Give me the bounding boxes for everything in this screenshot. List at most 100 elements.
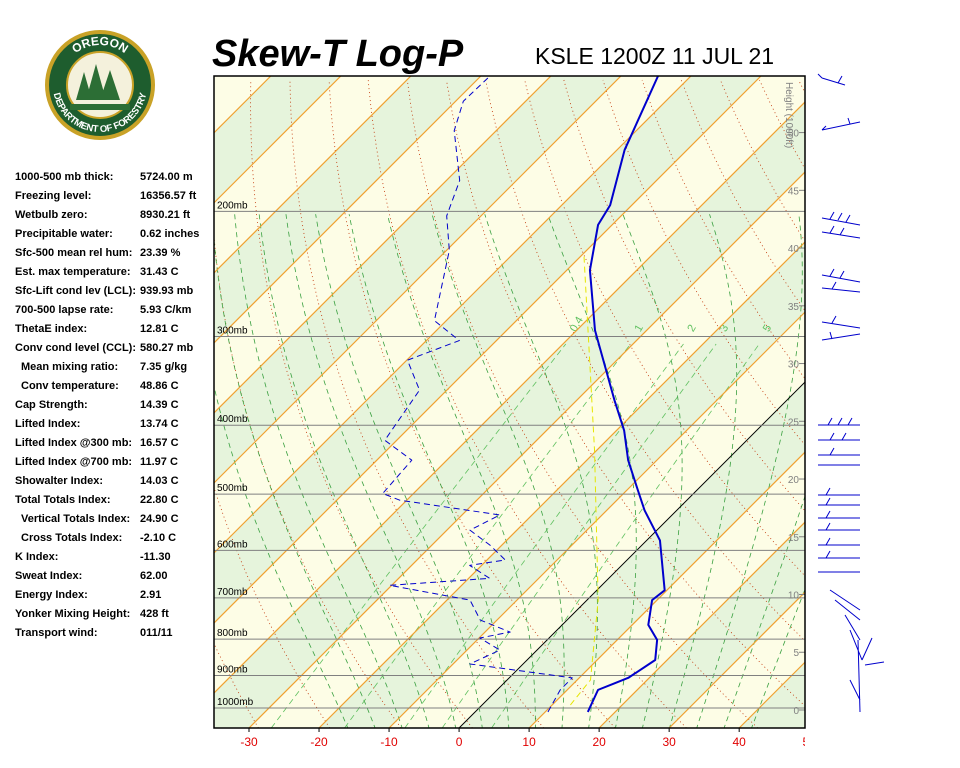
y-tick-label: 1000mb [217, 697, 254, 708]
moist-adiabat [214, 384, 349, 728]
stat-label: 700-500 lapse rate: [15, 304, 113, 316]
moist-adiabat [622, 214, 683, 728]
stat-label: Freezing level: [15, 190, 91, 202]
stat-value: -2.10 C [140, 532, 176, 544]
stat-value: 7.35 g/kg [140, 361, 187, 373]
stat-value: 12.81 C [140, 323, 179, 335]
isotherm [528, 451, 805, 728]
stat-value: 2.91 [140, 589, 161, 601]
mixing-ratio-line [404, 343, 684, 728]
dry-adiabat [367, 79, 687, 728]
moist-adiabat [484, 214, 598, 728]
stat-label: Showalter Index: [15, 475, 103, 487]
stat-value: 580.27 mb [140, 342, 193, 354]
stat-value: 5724.00 m [140, 171, 193, 183]
x-tick-label: 40 [732, 735, 746, 749]
mixing-ratio-label: 5 [761, 323, 774, 334]
stat-label: Sfc-Lift cond lev (LCL): [15, 285, 136, 297]
x-tick-label: -10 [380, 735, 398, 749]
wind-barb [821, 117, 861, 131]
stat-label: Conv cond level (CCL): [15, 342, 136, 354]
sounding-line [586, 76, 666, 713]
stat-value: 24.90 C [140, 513, 179, 525]
x-tick-label: 0 [456, 735, 463, 749]
stat-label: ThetaE index: [15, 323, 87, 335]
y-tick-label: 700mb [217, 587, 248, 598]
stat-label: Mean mixing ratio: [21, 361, 118, 373]
isotherm [598, 521, 805, 728]
dry-adiabat [798, 79, 805, 94]
y2-axis-label: Height (1000ft) [783, 82, 794, 148]
isotherm [809, 76, 960, 728]
logo-top-text: OREGON [69, 34, 130, 56]
x-tick-label: 10 [522, 735, 536, 749]
stat-value: 13.74 C [140, 418, 179, 430]
wind-barbs [817, 73, 885, 713]
wind-barb [821, 268, 861, 293]
dry-adiabat [916, 80, 960, 728]
stat-label: K Index: [15, 551, 58, 563]
plot-area: 0.4 1 2 3 51000mb900mb800mb700mb600mb500mb40… [214, 76, 960, 728]
sounding-line [570, 255, 599, 706]
wind-barb [821, 211, 861, 239]
moist-adiabat [234, 214, 403, 728]
stat-value: 0.62 inches [140, 228, 199, 240]
stat-label: 1000-500 mb thick: [15, 171, 113, 183]
y-tick-label: 600mb [217, 539, 248, 550]
y-tick-label: 200mb [217, 200, 248, 211]
y-tick-label: 300mb [217, 325, 248, 336]
dry-adiabat [328, 79, 616, 728]
stats-table: 1000-500 mb thick: 5724.00 m Freezing leve… [15, 171, 199, 639]
stat-label: Vertical Totals Index: [21, 513, 130, 525]
dry-adiabat [955, 80, 960, 728]
moist-adiabat [669, 214, 738, 728]
stat-value: 48.86 C [140, 380, 179, 392]
temperature-band [214, 101, 805, 728]
wind-barb [818, 487, 860, 573]
moist-adiabat [751, 588, 805, 728]
dry-adiabat [838, 80, 960, 728]
stat-value: 14.03 C [140, 475, 179, 487]
stat-label: Lifted Index @700 mb: [15, 456, 132, 468]
stat-value: 011/11 [140, 627, 172, 639]
y2-tick-label: 45 [788, 186, 800, 197]
isotherm [214, 76, 762, 624]
sounding-line [382, 76, 573, 713]
isotherm [214, 101, 805, 694]
isotherm [214, 76, 622, 484]
isotherm [214, 76, 552, 414]
y2-tick-label: 0 [793, 706, 799, 717]
stat-label: Sweat Index: [15, 570, 82, 582]
plot-frame [213, 75, 806, 729]
wind-barb [817, 73, 846, 86]
stat-label: Est. max temperature: [15, 266, 131, 278]
moist-adiabat [258, 214, 430, 728]
x-tick-label: 30 [662, 735, 676, 749]
stat-value: 428 ft [140, 608, 169, 620]
stat-value: -11.30 [140, 551, 171, 563]
stat-value: 8930.21 ft [140, 209, 190, 221]
y-tick-label: 900mb [217, 664, 248, 675]
wind-barb [829, 589, 885, 713]
mixing-ratio-label: 2 [685, 323, 698, 334]
x-axis: -30 -20 -10 0 10 20 30 40 50 [240, 728, 805, 749]
moist-adiabat [214, 235, 376, 728]
isotherm [668, 591, 805, 728]
stat-label: Cross Totals Index: [21, 532, 122, 544]
stat-label: Total Totals Index: [15, 494, 111, 506]
y2-tick-label: 30 [788, 360, 800, 371]
logo-trees [70, 64, 130, 110]
stat-label: Conv temperature: [21, 380, 119, 392]
stat-value: 5.93 C/km [140, 304, 192, 316]
mixing-ratio-label: 3 [718, 323, 731, 334]
dry-adiabat [214, 231, 402, 728]
y-tick-label: 500mb [217, 483, 248, 494]
stat-value: 16356.57 ft [140, 190, 197, 202]
isotherm [214, 76, 692, 554]
logo-top: OREGON [69, 34, 130, 56]
y2-tick-label: 15 [788, 533, 800, 544]
stat-value: 16.57 C [140, 437, 179, 449]
dry-adiabat [877, 80, 960, 728]
y-tick-label: 800mb [217, 628, 248, 639]
stat-value: 939.93 mb [140, 285, 193, 297]
